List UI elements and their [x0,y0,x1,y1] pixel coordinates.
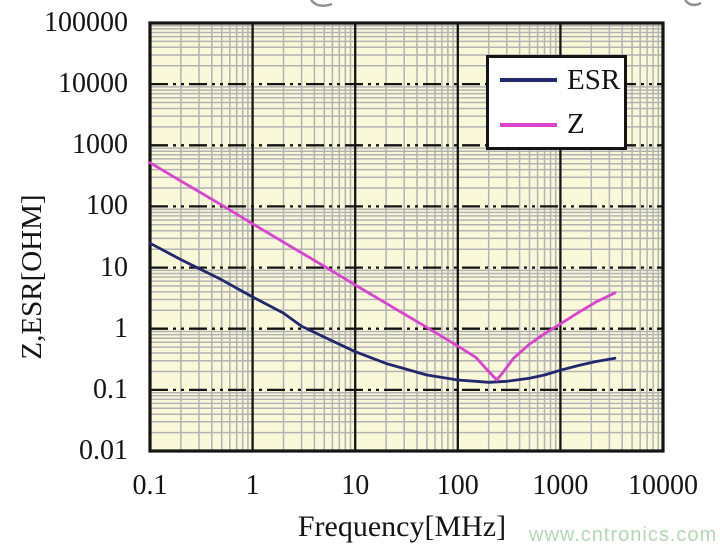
series-esr [148,241,617,384]
cropped-title-fragment [684,0,702,7]
x-tick-label: 0.1 [132,470,168,501]
series-z [148,161,617,382]
y-tick-label: 1000 [72,129,128,161]
esr-line-swatch [500,78,557,83]
y-tick-label: 10 [100,251,128,283]
y-tick-label: 0.1 [93,373,128,405]
x-tick-label: 1 [245,470,260,501]
y-tick-label: 1 [114,312,128,344]
x-tick-label: 1000 [532,470,589,501]
legend-item-esr: ESR [500,63,624,96]
z-line-swatch [500,122,557,127]
watermark: www.cntronics.com [529,524,718,546]
y-tick-label: 100000 [44,7,128,38]
legend-label-esr: ESR [567,63,621,96]
y-tick-label: 100 [86,190,128,222]
y-tick-label: 10000 [58,68,128,100]
legend-item-z: Z [500,110,624,139]
legend-label-z: Z [567,108,585,141]
x-tick-label: 10 [341,470,370,501]
y-tick-label: 0.01 [79,435,128,466]
x-tick-label: 10000 [628,470,698,501]
x-axis-title: Frequency[MHz] [297,510,507,543]
cropped-title-fragment [310,0,333,8]
x-tick-label: 100 [436,470,479,501]
legend: ESR Z [486,55,627,150]
